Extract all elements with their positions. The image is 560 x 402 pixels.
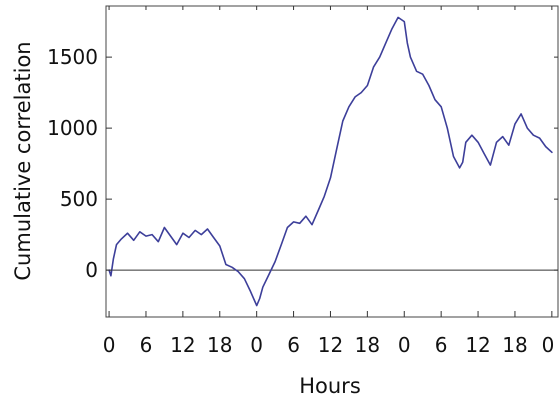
- x-tick-label: 12: [465, 333, 490, 357]
- x-axis: 0 6 12 18 0 6 12 18 0 6 12 18 0: [103, 6, 555, 357]
- y-tick-label: 1500: [47, 45, 98, 69]
- y-tick-label: 500: [60, 187, 98, 211]
- x-tick-label: 12: [318, 333, 343, 357]
- x-tick-label: 12: [170, 333, 195, 357]
- series-layer: [108, 16, 553, 307]
- plot-frame: [105, 5, 559, 318]
- x-tick-label: 0: [542, 333, 555, 357]
- x-tick-label: 0: [398, 333, 411, 357]
- x-tick-label: 18: [355, 333, 380, 357]
- x-axis-label: Hours: [299, 374, 361, 398]
- x-tick-label: 6: [287, 333, 300, 357]
- y-tick-label: 0: [85, 258, 98, 282]
- x-tick-label: 0: [250, 333, 263, 357]
- x-tick-label: 18: [502, 333, 527, 357]
- x-tick-label: 6: [435, 333, 448, 357]
- x-tick-label: 0: [103, 333, 116, 357]
- y-axis: 0 500 1000 1500: [47, 45, 558, 282]
- y-axis-label: Cumulative correlation: [11, 41, 35, 280]
- x-tick-label: 18: [207, 333, 232, 357]
- series-line-0: [108, 16, 553, 307]
- x-tick-label: 6: [140, 333, 153, 357]
- y-tick-label: 1000: [47, 116, 98, 140]
